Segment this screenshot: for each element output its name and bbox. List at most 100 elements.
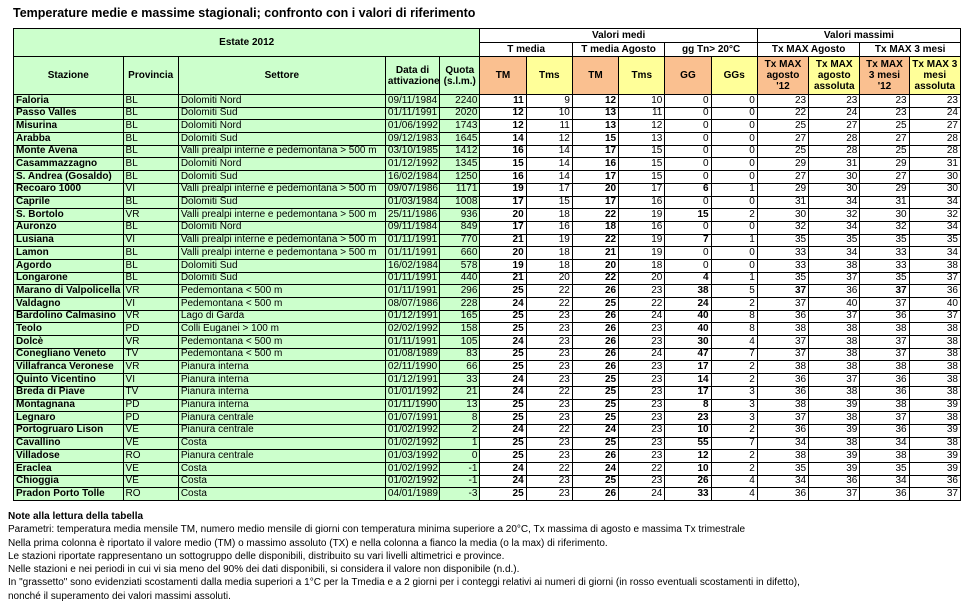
cell-settore: Pianura interna — [177, 398, 386, 413]
cell-value: 2 — [710, 449, 758, 463]
cell-stazione: Eraclea — [13, 461, 124, 476]
table-row: Lusiana VI Valli prealpi interne e pedemon… — [13, 233, 962, 248]
cell-value: 30 — [808, 170, 861, 184]
cell-quota: 2020 — [439, 106, 481, 121]
cell-data-attivazione: 01/12/1991 — [384, 309, 441, 324]
cell-value: 23 — [618, 335, 666, 349]
cell-value: 14 — [525, 144, 573, 159]
cell-value: 23 — [618, 411, 666, 425]
cell-value: 2 — [710, 297, 758, 311]
notes-title: Note alla lettura della tabella — [8, 511, 144, 522]
cell-value: 9 — [525, 94, 573, 108]
cell-value: 25 — [571, 474, 620, 489]
cell-provincia: BL — [122, 94, 179, 108]
col-header-tm-agosto: TM — [571, 56, 620, 95]
cell-quota: 228 — [439, 297, 481, 311]
cell-quota: 1 — [439, 436, 481, 451]
table-row: Recoaro 1000 VI Valli prealpi interne e pe… — [13, 182, 962, 197]
cell-quota: 33 — [439, 373, 481, 387]
cell-value: 34 — [908, 195, 962, 210]
cell-value: 24 — [571, 423, 620, 438]
cell-value: 27 — [859, 132, 910, 146]
cell-value: 0 — [710, 195, 758, 210]
cell-settore: Pianura interna — [177, 373, 386, 387]
cell-settore: Costa — [177, 474, 386, 489]
cell-value: 15 — [618, 170, 666, 184]
header-row-subgroups: T media T media Agosto gg Tn> 20°C Tx MA… — [14, 42, 961, 57]
cell-value: 14 — [525, 157, 573, 172]
cell-value: 18 — [525, 246, 573, 260]
cell-value: 23 — [756, 94, 810, 108]
cell-value: 38 — [664, 284, 712, 298]
cell-value: 19 — [525, 233, 573, 248]
cell-value: 28 — [908, 144, 962, 159]
col-header-quota: Quota (s.l.m.) — [439, 56, 481, 95]
table-row: Casammazzagno BL Dolomiti Nord 01/12/1992 13… — [13, 157, 962, 172]
cell-stazione: Passo Valles — [13, 106, 124, 121]
cell-provincia: VR — [122, 208, 179, 222]
col-header-ggs: GGs — [710, 56, 758, 95]
cell-value: 12 — [525, 132, 573, 146]
cell-value: 27 — [756, 170, 810, 184]
cell-quota: 770 — [439, 233, 481, 248]
notes-line: nonché il superamento dei valori massimi… — [8, 590, 231, 602]
cell-quota: 105 — [439, 335, 481, 349]
cell-quota: 578 — [439, 258, 481, 273]
cell-stazione: S. Bortolo — [13, 208, 124, 222]
cell-value: 22 — [571, 271, 620, 286]
cell-value: 23 — [525, 436, 573, 451]
cell-provincia: VE — [122, 436, 179, 451]
cell-value: 20 — [571, 182, 620, 197]
cell-value: 0 — [664, 94, 712, 108]
table-row: Passo Valles BL Dolomiti Sud 01/11/1991 2020… — [13, 106, 962, 121]
cell-value: 19 — [618, 246, 666, 260]
cell-quota: 83 — [439, 347, 481, 362]
cell-value: 34 — [859, 436, 910, 451]
cell-provincia: VI — [122, 182, 179, 197]
cell-data-attivazione: 01/02/1992 — [384, 461, 441, 476]
cell-value: 23 — [664, 411, 712, 425]
cell-value: 24 — [808, 106, 861, 121]
cell-value: 38 — [859, 360, 910, 375]
cell-value: 34 — [908, 220, 962, 235]
group-valori-massimi: Valori massimi — [756, 28, 962, 43]
cell-stazione: Arabba — [13, 132, 124, 146]
cell-stazione: Breda di Piave — [13, 385, 124, 400]
cell-provincia: PD — [122, 322, 179, 337]
cell-data-attivazione: 16/02/1984 — [384, 170, 441, 184]
cell-value: 22 — [571, 233, 620, 248]
cell-value: 4 — [710, 487, 758, 501]
cell-value: 24 — [618, 487, 666, 501]
cell-value: 12 — [479, 106, 527, 121]
table-row: Villadose RO Pianura centrale 01/03/1992 0 25… — [13, 449, 962, 463]
table-row: Teolo PD Colli Euganei > 100 m 02/02/1992 15… — [13, 322, 962, 337]
cell-value: 32 — [756, 220, 810, 235]
cell-value: 6 — [664, 182, 712, 197]
cell-quota: 660 — [439, 246, 481, 260]
cell-value: 18 — [618, 258, 666, 273]
cell-settore: Dolomiti Sud — [177, 258, 386, 273]
cell-value: 36 — [859, 385, 910, 400]
cell-data-attivazione: 09/11/1984 — [384, 220, 441, 235]
cell-value: 27 — [908, 119, 962, 134]
cell-value: 23 — [618, 449, 666, 463]
cell-value: 39 — [908, 423, 962, 438]
cell-value: 25 — [756, 144, 810, 159]
cell-value: 14 — [525, 170, 573, 184]
cell-value: 39 — [808, 423, 861, 438]
cell-value: 0 — [664, 195, 712, 210]
cell-value: 10 — [618, 94, 666, 108]
cell-value: 35 — [808, 233, 861, 248]
cell-value: 25 — [571, 373, 620, 387]
cell-value: 29 — [859, 182, 910, 197]
cell-stazione: Bardolino Calmasino — [13, 309, 124, 324]
cell-value: 26 — [571, 449, 620, 463]
cell-quota: 296 — [439, 284, 481, 298]
cell-provincia: BL — [122, 119, 179, 134]
cell-value: 4 — [710, 474, 758, 489]
table-row: Eraclea VE Costa 01/02/1992 -1 24 22 24 22 10 2 35 3… — [13, 461, 962, 476]
page-title: Temperature medie e massime stagionali; … — [13, 6, 476, 20]
cell-value: 33 — [756, 258, 810, 273]
header-row-columns: Stazione Provincia Settore Data di attiv… — [13, 56, 962, 95]
cell-data-attivazione: 01/11/1991 — [384, 271, 441, 286]
